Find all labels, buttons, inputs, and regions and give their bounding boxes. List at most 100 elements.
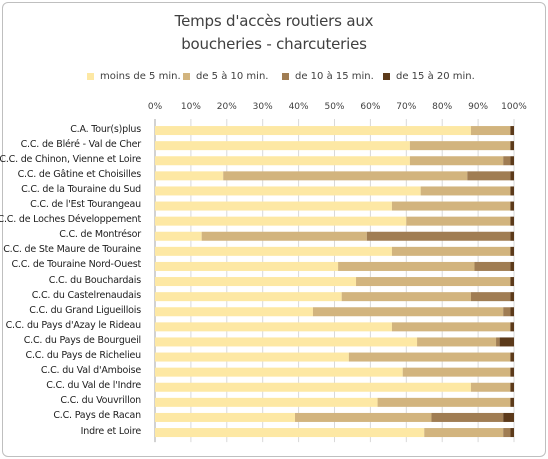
bar-segment-series-4 <box>499 337 514 347</box>
chart-title-line-1: Temps d'accès routiers aux <box>174 12 374 30</box>
bar-segment-series-1 <box>155 382 471 392</box>
x-tick-label: 90% <box>468 102 489 112</box>
bar-segment-series-4 <box>510 231 514 241</box>
bar-segment-series-4 <box>503 412 514 422</box>
legend-item: de 15 à 20 min. <box>383 69 475 83</box>
category-label: C.C. du Pays de Bourgueil <box>23 334 141 346</box>
category-label: C.C. du Pays de Richelieu <box>25 350 142 362</box>
bar-segment-series-3 <box>503 428 511 438</box>
category-label: C.C. du Grand Ligueillois <box>29 304 141 316</box>
bar-segment-series-1 <box>155 352 349 362</box>
category-label: C.C. Pays de Racan <box>53 410 141 422</box>
x-tick-label: 60% <box>360 102 381 112</box>
legend-label: de 5 à 10 min. <box>196 70 269 82</box>
bar-segment-series-4 <box>510 307 514 317</box>
legend-swatch <box>383 72 390 80</box>
category-label: C.C. du Vouvrillon <box>60 395 141 407</box>
bar-segment-series-2 <box>348 352 511 362</box>
bar-segment-series-2 <box>223 171 468 181</box>
bar-segment-series-2 <box>424 428 504 438</box>
bar-segment-series-4 <box>510 428 514 438</box>
bar-segment-series-4 <box>510 382 514 392</box>
bar-segment-series-1 <box>155 201 392 211</box>
bar-segment-series-1 <box>155 216 407 226</box>
legend-swatch <box>282 72 289 80</box>
bar-segment-series-2 <box>201 231 367 241</box>
category-label: C.C. de Gâtine et Choisilles <box>17 168 142 180</box>
category-label: Indre et Loire <box>80 425 142 437</box>
x-tick-label: 40% <box>288 102 309 112</box>
bar-segment-series-1 <box>155 307 313 317</box>
bar-segment-series-2 <box>391 201 511 211</box>
category-label: C.C. du Castelrenaudais <box>31 289 141 301</box>
bar-segment-series-1 <box>155 367 403 377</box>
bar-segment-series-2 <box>391 322 511 332</box>
bar-segment-series-1 <box>155 246 392 256</box>
bar-segment-series-4 <box>510 156 514 166</box>
x-tick-label: 50% <box>324 102 345 112</box>
bar-segment-series-4 <box>510 186 514 196</box>
category-label: C.C. de l'Est Tourangeau <box>30 199 141 211</box>
bar-segment-series-3 <box>474 261 511 271</box>
bar-segment-series-2 <box>406 216 511 226</box>
bar-segment-series-4 <box>510 201 514 211</box>
category-label: C.C. du Bouchardais <box>48 274 141 286</box>
bar-segment-series-1 <box>155 141 410 151</box>
legend-swatch <box>87 72 94 80</box>
legend-label: de 10 à 15 min. <box>295 70 374 82</box>
bar-segment-series-4 <box>510 246 514 256</box>
category-label: C.C. du Val de l'Indre <box>46 380 141 392</box>
category-label: C.C. de Loches Développement <box>0 214 141 226</box>
category-label: C.C. du Val d'Amboise <box>40 365 141 377</box>
bar-segment-series-1 <box>155 428 425 438</box>
x-tick-label: 80% <box>432 102 453 112</box>
legend-item: de 5 à 10 min. <box>183 69 268 83</box>
bar-segment-series-2 <box>470 126 511 136</box>
bar-segment-series-3 <box>470 292 511 302</box>
category-label: C.C. de Bléré - Val de Cher <box>20 138 142 150</box>
bar-segment-series-2 <box>470 382 511 392</box>
bar-segment-series-1 <box>155 397 378 407</box>
bar-segment-series-1 <box>155 231 202 241</box>
bar-segment-series-1 <box>155 171 224 181</box>
category-label: C.C. de Chinon, Vienne et Loire <box>0 153 141 165</box>
bar-segment-series-2 <box>402 367 511 377</box>
bar-segment-series-4 <box>510 367 514 377</box>
x-tick-label: 100% <box>501 102 527 112</box>
bar-segment-series-2 <box>356 277 511 287</box>
bar-segment-series-2 <box>312 307 504 317</box>
bar-segment-series-2 <box>417 337 497 347</box>
bar-segment-series-4 <box>510 216 514 226</box>
bar-segment-series-2 <box>377 397 511 407</box>
bar-segment-series-4 <box>510 126 514 136</box>
bar-segment-series-4 <box>510 322 514 332</box>
bar-segment-series-1 <box>155 337 418 347</box>
legend-label: de 15 à 20 min. <box>396 70 475 82</box>
legend-item: moins de 5 min. <box>87 69 181 83</box>
bar-segment-series-4 <box>510 261 514 271</box>
bar-segment-series-1 <box>155 261 339 271</box>
x-tick-label: 0% <box>147 102 163 112</box>
bar-segment-series-2 <box>420 186 511 196</box>
bar-segment-series-1 <box>155 292 342 302</box>
bar-segment-series-4 <box>510 292 514 302</box>
bar-segment-series-4 <box>510 397 514 407</box>
bar-segment-series-3 <box>467 171 511 181</box>
bar-segment-series-2 <box>295 412 432 422</box>
bar-segment-series-3 <box>496 337 500 347</box>
bar-segment-series-2 <box>341 292 471 302</box>
bar-segment-series-4 <box>510 171 514 181</box>
x-tick-label: 70% <box>396 102 417 112</box>
bar-segment-series-2 <box>409 156 504 166</box>
bar-segment-series-4 <box>510 277 514 287</box>
bar-segment-series-3 <box>503 156 511 166</box>
x-tick-label: 20% <box>216 102 237 112</box>
bar-segment-series-2 <box>338 261 475 271</box>
bar-segment-series-1 <box>155 412 296 422</box>
bar-segment-series-1 <box>155 322 392 332</box>
bar-segment-series-1 <box>155 186 421 196</box>
legend-item: de 10 à 15 min. <box>282 69 374 83</box>
bar-segment-series-3 <box>431 412 504 422</box>
bar-segment-series-4 <box>510 352 514 362</box>
